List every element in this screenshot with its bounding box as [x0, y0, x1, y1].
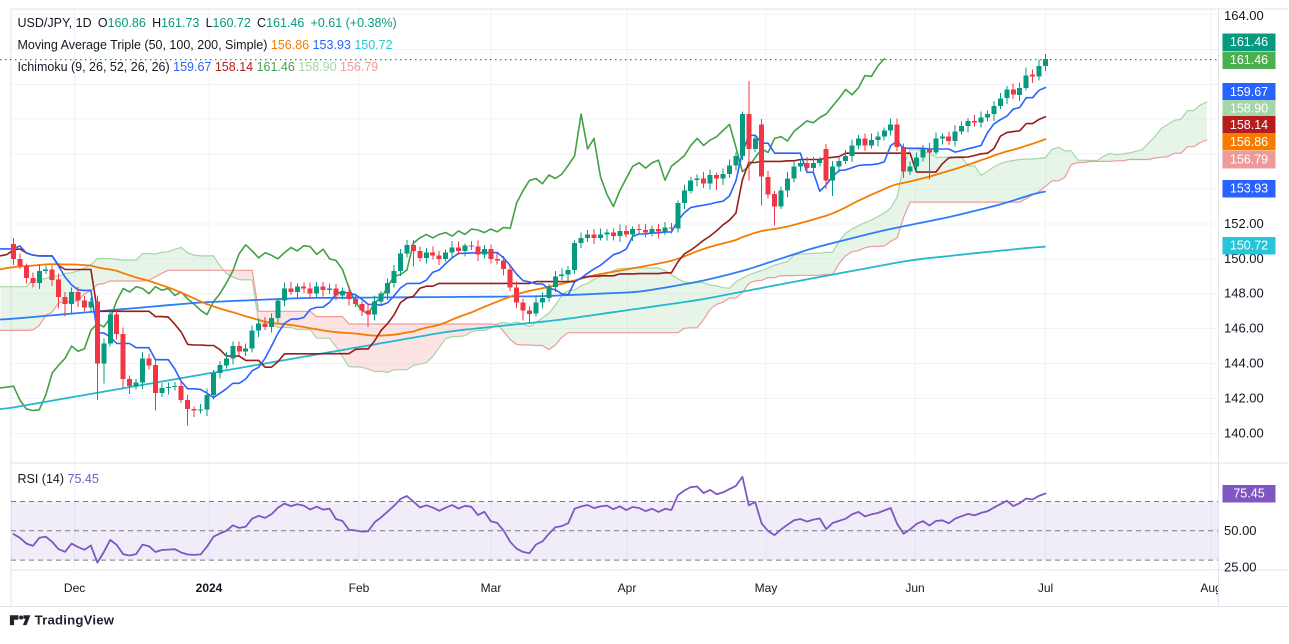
svg-text:75.45: 75.45: [1233, 487, 1264, 501]
svg-text:Jul: Jul: [1038, 581, 1053, 595]
svg-text:144.00: 144.00: [1224, 356, 1264, 371]
svg-text:Dec: Dec: [64, 581, 85, 595]
svg-text:161.46: 161.46: [1230, 53, 1268, 67]
svg-text:159.67: 159.67: [1230, 85, 1268, 99]
svg-text:50.00: 50.00: [1224, 523, 1257, 538]
svg-text:164.00: 164.00: [1224, 8, 1264, 23]
svg-text:158.90: 158.90: [1230, 102, 1268, 116]
svg-text:150.72: 150.72: [1230, 239, 1268, 253]
svg-text:158.14: 158.14: [1230, 118, 1268, 132]
svg-text:2024: 2024: [196, 581, 223, 595]
svg-text:Aug: Aug: [1200, 581, 1221, 595]
svg-text:156.86: 156.86: [1230, 135, 1268, 149]
svg-text:148.00: 148.00: [1224, 286, 1264, 301]
svg-text:161.46: 161.46: [1230, 35, 1268, 49]
svg-text:Mar: Mar: [481, 581, 502, 595]
svg-text:May: May: [755, 581, 778, 595]
svg-text:152.00: 152.00: [1224, 216, 1264, 231]
svg-text:156.79: 156.79: [1230, 153, 1268, 167]
svg-text:140.00: 140.00: [1224, 425, 1264, 440]
svg-text:USD/JPY, 1D O160.86 H161.73 L1: USD/JPY, 1D O160.86 H161.73 L160.72 C161…: [18, 16, 397, 30]
svg-text:150.00: 150.00: [1224, 251, 1264, 266]
svg-text:146.00: 146.00: [1224, 321, 1264, 336]
svg-text:Jun: Jun: [905, 581, 924, 595]
svg-text:Apr: Apr: [618, 581, 637, 595]
svg-text:153.93: 153.93: [1230, 182, 1268, 196]
svg-text:25.00: 25.00: [1224, 559, 1257, 574]
svg-text:Feb: Feb: [349, 581, 370, 595]
svg-text:Moving Average Triple (50, 100: Moving Average Triple (50, 100, 200, Sim…: [18, 38, 393, 52]
svg-text:TradingView: TradingView: [35, 613, 115, 628]
svg-text:RSI (14) 75.45: RSI (14) 75.45: [18, 472, 99, 486]
svg-text:Ichimoku (9, 26, 52, 26, 26) 1: Ichimoku (9, 26, 52, 26, 26) 159.67 158.…: [18, 60, 379, 74]
svg-text:142.00: 142.00: [1224, 390, 1264, 405]
